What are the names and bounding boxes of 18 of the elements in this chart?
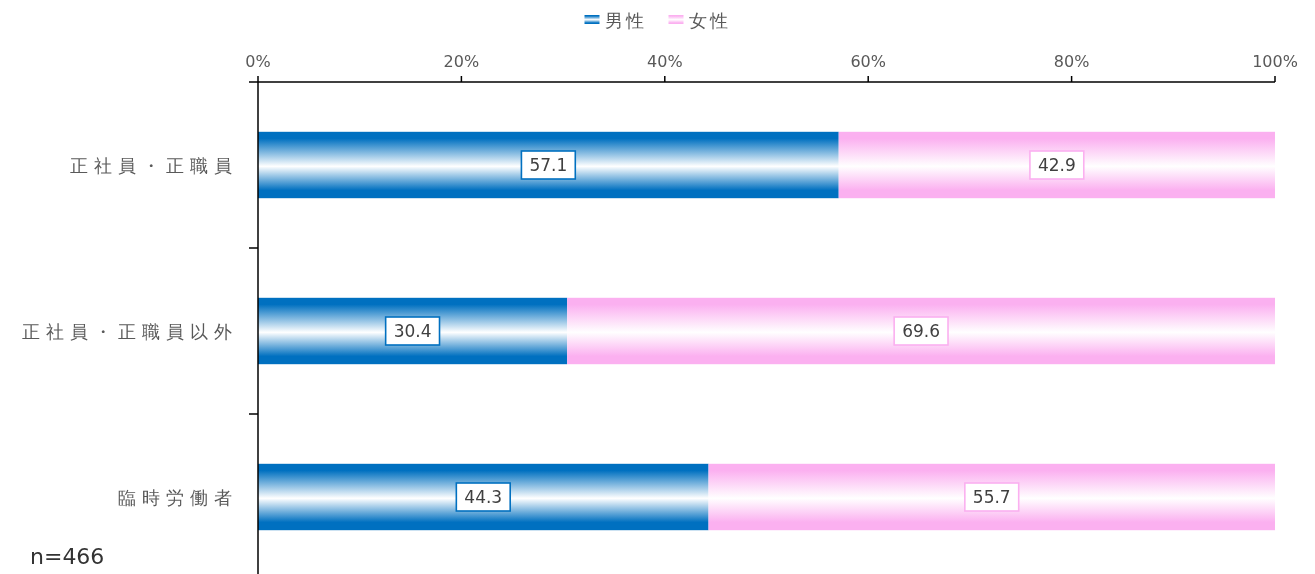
data-label: 69.6 xyxy=(902,321,941,341)
x-tick-label: 0% xyxy=(245,52,271,71)
x-tick-label: 20% xyxy=(443,52,480,71)
data-label: 55.7 xyxy=(972,487,1011,507)
data-label: 44.3 xyxy=(464,487,503,507)
x-tick-label: 40% xyxy=(647,52,683,71)
data-label: 42.9 xyxy=(1037,155,1076,175)
x-tick-label: 80% xyxy=(1053,52,1090,71)
x-tick-label: 60% xyxy=(850,52,886,71)
annotation: n=466 xyxy=(30,544,105,569)
y-tick-label: 正社員・正職員 xyxy=(70,154,238,176)
y-tick-label: 正社員・正職員以外 xyxy=(22,320,238,342)
legend-label: 女性 xyxy=(688,9,731,31)
y-tick-label: 臨時労働者 xyxy=(118,486,238,508)
legend-label: 男性 xyxy=(604,9,647,31)
x-tick-label: 100% xyxy=(1252,52,1298,71)
data-label: 30.4 xyxy=(393,321,432,341)
data-label: 57.1 xyxy=(529,155,568,175)
